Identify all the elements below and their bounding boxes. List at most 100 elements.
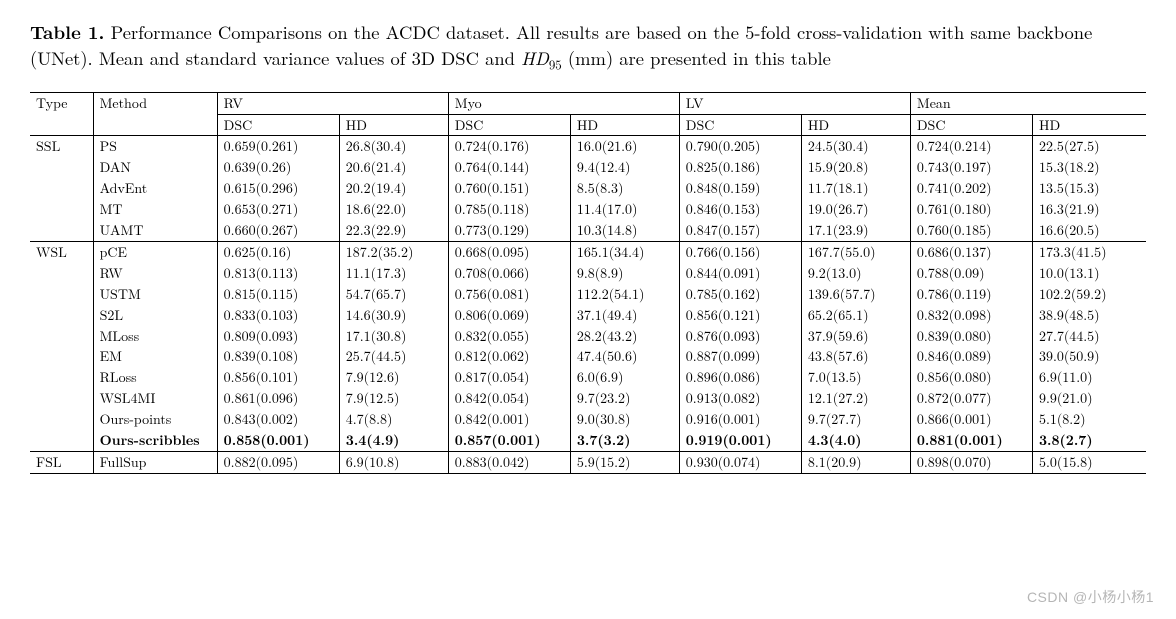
value-cell: 0.815(0.115) [217,284,339,305]
value-cell: 0.832(0.055) [448,326,570,347]
value-cell: 25.7(44.5) [339,346,448,367]
value-cell: 8.1(20.9) [801,451,910,473]
method-cell: AdvEnt [93,178,217,199]
value-cell: 112.2(54.1) [570,284,679,305]
table-row: Ours-points0.843(0.002)4.7(8.8)0.842(0.0… [30,409,1146,430]
header-group-rv: RV [217,92,448,114]
value-cell: 0.858(0.001) [217,430,339,451]
value-cell: 0.659(0.261) [217,136,339,157]
header-myo-dsc: DSC [448,114,570,136]
value-cell: 0.660(0.267) [217,220,339,241]
method-cell: UAMT [93,220,217,241]
value-cell: 0.813(0.113) [217,263,339,284]
watermark: CSDN @小杨小杨1 [1027,587,1154,607]
value-cell: 65.2(65.1) [801,305,910,326]
value-cell: 47.4(50.6) [570,346,679,367]
value-cell: 27.7(44.5) [1032,326,1146,347]
table-row: RW0.813(0.113)11.1(17.3)0.708(0.066)9.8(… [30,263,1146,284]
value-cell: 0.825(0.186) [679,157,801,178]
value-cell: 54.7(65.7) [339,284,448,305]
value-cell: 0.724(0.176) [448,136,570,157]
value-cell: 10.0(13.1) [1032,263,1146,284]
table-row: USTM0.815(0.115)54.7(65.7)0.756(0.081)11… [30,284,1146,305]
value-cell: 0.760(0.185) [910,220,1032,241]
value-cell: 0.790(0.205) [679,136,801,157]
value-cell: 0.806(0.069) [448,305,570,326]
method-cell: S2L [93,305,217,326]
value-cell: 0.843(0.002) [217,409,339,430]
value-cell: 0.788(0.09) [910,263,1032,284]
value-cell: 20.2(19.4) [339,178,448,199]
type-cell: SSL [30,136,93,241]
header-mean-hd: HD [1032,114,1146,136]
value-cell: 16.6(20.5) [1032,220,1146,241]
header-rv-dsc: DSC [217,114,339,136]
value-cell: 0.708(0.066) [448,263,570,284]
value-cell: 0.866(0.001) [910,409,1032,430]
method-cell: FullSup [93,451,217,473]
value-cell: 0.876(0.093) [679,326,801,347]
value-cell: 7.0(13.5) [801,367,910,388]
value-cell: 0.625(0.16) [217,241,339,262]
value-cell: 0.842(0.054) [448,388,570,409]
value-cell: 9.9(21.0) [1032,388,1146,409]
method-cell: PS [93,136,217,157]
results-table: Type Method RV Myo LV Mean DSC HD DSC HD… [30,92,1146,474]
value-cell: 22.5(27.5) [1032,136,1146,157]
method-cell: Ours-scribbles [93,430,217,451]
value-cell: 16.0(21.6) [570,136,679,157]
header-type: Type [30,92,93,136]
value-cell: 0.856(0.101) [217,367,339,388]
method-cell: MLoss [93,326,217,347]
method-cell: WSL4MI [93,388,217,409]
value-cell: 0.881(0.001) [910,430,1032,451]
table-row: Ours-scribbles0.858(0.001)3.4(4.9)0.857(… [30,430,1146,451]
value-cell: 18.6(22.0) [339,199,448,220]
header-rv-hd: HD [339,114,448,136]
value-cell: 9.7(27.7) [801,409,910,430]
value-cell: 0.883(0.042) [448,451,570,473]
value-cell: 5.9(15.2) [570,451,679,473]
value-cell: 0.896(0.086) [679,367,801,388]
value-cell: 37.9(59.6) [801,326,910,347]
value-cell: 0.653(0.271) [217,199,339,220]
table-row: AdvEnt0.615(0.296)20.2(19.4)0.760(0.151)… [30,178,1146,199]
table-row: RLoss0.856(0.101)7.9(12.6)0.817(0.054)6.… [30,367,1146,388]
value-cell: 24.5(30.4) [801,136,910,157]
value-cell: 16.3(21.9) [1032,199,1146,220]
value-cell: 0.882(0.095) [217,451,339,473]
value-cell: 0.848(0.159) [679,178,801,199]
value-cell: 9.2(13.0) [801,263,910,284]
method-cell: RLoss [93,367,217,388]
hd95-symbol: HD95 [521,45,562,71]
value-cell: 4.3(4.0) [801,430,910,451]
value-cell: 14.6(30.9) [339,305,448,326]
method-cell: EM [93,346,217,367]
value-cell: 3.8(2.7) [1032,430,1146,451]
value-cell: 28.2(43.2) [570,326,679,347]
value-cell: 8.5(8.3) [570,178,679,199]
value-cell: 0.857(0.001) [448,430,570,451]
value-cell: 0.817(0.054) [448,367,570,388]
value-cell: 0.846(0.153) [679,199,801,220]
value-cell: 0.741(0.202) [910,178,1032,199]
value-cell: 3.4(4.9) [339,430,448,451]
header-group-myo: Myo [448,92,679,114]
value-cell: 0.760(0.151) [448,178,570,199]
value-cell: 0.809(0.093) [217,326,339,347]
value-cell: 0.812(0.062) [448,346,570,367]
header-method: Method [93,92,217,136]
table-row: EM0.839(0.108)25.7(44.5)0.812(0.062)47.4… [30,346,1146,367]
value-cell: 0.839(0.108) [217,346,339,367]
value-cell: 165.1(34.4) [570,241,679,262]
value-cell: 0.785(0.118) [448,199,570,220]
value-cell: 173.3(41.5) [1032,241,1146,262]
value-cell: 0.847(0.157) [679,220,801,241]
value-cell: 11.1(17.3) [339,263,448,284]
value-cell: 0.916(0.001) [679,409,801,430]
table-row: DAN0.639(0.26)20.6(21.4)0.764(0.144)9.4(… [30,157,1146,178]
value-cell: 0.764(0.144) [448,157,570,178]
header-mean-dsc: DSC [910,114,1032,136]
table-row: MLoss0.809(0.093)17.1(30.8)0.832(0.055)2… [30,326,1146,347]
value-cell: 0.856(0.121) [679,305,801,326]
